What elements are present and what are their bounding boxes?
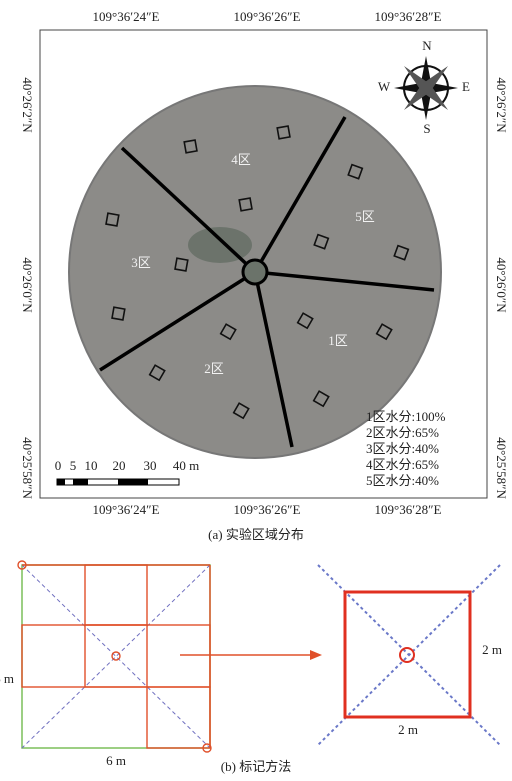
lat-label: 40°25′58″N bbox=[494, 437, 509, 499]
legend-item: 2区水分:65% bbox=[366, 425, 439, 440]
lon-label: 109°36′26″E bbox=[234, 9, 301, 24]
lon-label: 109°36′24″E bbox=[93, 9, 160, 24]
legend-item: 4区水分:65% bbox=[366, 457, 439, 472]
scale-label: 40 m bbox=[173, 458, 199, 473]
scale-label: 10 bbox=[85, 458, 98, 473]
lat-label: 40°26′2″N bbox=[20, 77, 35, 133]
compass-s: S bbox=[423, 121, 430, 136]
dark-patch bbox=[188, 227, 252, 263]
scale-label: 0 bbox=[55, 458, 62, 473]
scale-label: 30 bbox=[144, 458, 157, 473]
marker-diagram bbox=[318, 565, 500, 745]
lat-label: 40°26′0″N bbox=[494, 257, 509, 313]
legend-item: 3区水分:40% bbox=[366, 441, 439, 456]
lon-label: 109°36′24″E bbox=[93, 502, 160, 517]
center-well bbox=[243, 260, 267, 284]
compass-e: E bbox=[462, 79, 470, 94]
caption-b: (b) 标记方法 bbox=[221, 759, 291, 774]
compass-n: N bbox=[422, 38, 432, 53]
zone-label: 2区 bbox=[204, 361, 224, 376]
zone-label: 4区 bbox=[231, 152, 251, 167]
layout-diagram bbox=[18, 561, 322, 752]
lon-label: 109°36′28″E bbox=[375, 9, 442, 24]
zone-label: 3区 bbox=[131, 255, 151, 270]
figure: 1区 2区 3区 4区 5区 109°36′24″E 109°36′26″E 1… bbox=[0, 0, 512, 776]
scale-label: 20 bbox=[113, 458, 126, 473]
caption-a: (a) 实验区域分布 bbox=[208, 527, 304, 542]
legend-item: 1区水分:100% bbox=[366, 409, 446, 424]
legend-item: 5区水分:40% bbox=[366, 473, 439, 488]
zone-label: 1区 bbox=[328, 333, 348, 348]
lon-label: 109°36′26″E bbox=[234, 502, 301, 517]
scale-bar bbox=[57, 479, 179, 485]
zone-label: 5区 bbox=[355, 209, 375, 224]
compass-w: W bbox=[378, 79, 391, 94]
right-width: 2 m bbox=[398, 722, 418, 737]
lat-label: 40°26′0″N bbox=[20, 257, 35, 313]
lat-label: 40°26′2″N bbox=[494, 77, 509, 133]
left-height: 6 m bbox=[0, 671, 14, 686]
lon-label: 109°36′28″E bbox=[375, 502, 442, 517]
scale-label: 5 bbox=[70, 458, 77, 473]
lat-label: 40°25′58″N bbox=[20, 437, 35, 499]
legend: 1区水分:100% 2区水分:65% 3区水分:40% 4区水分:65% 5区水… bbox=[366, 409, 446, 488]
left-width: 6 m bbox=[106, 753, 126, 768]
right-height: 2 m bbox=[482, 642, 502, 657]
